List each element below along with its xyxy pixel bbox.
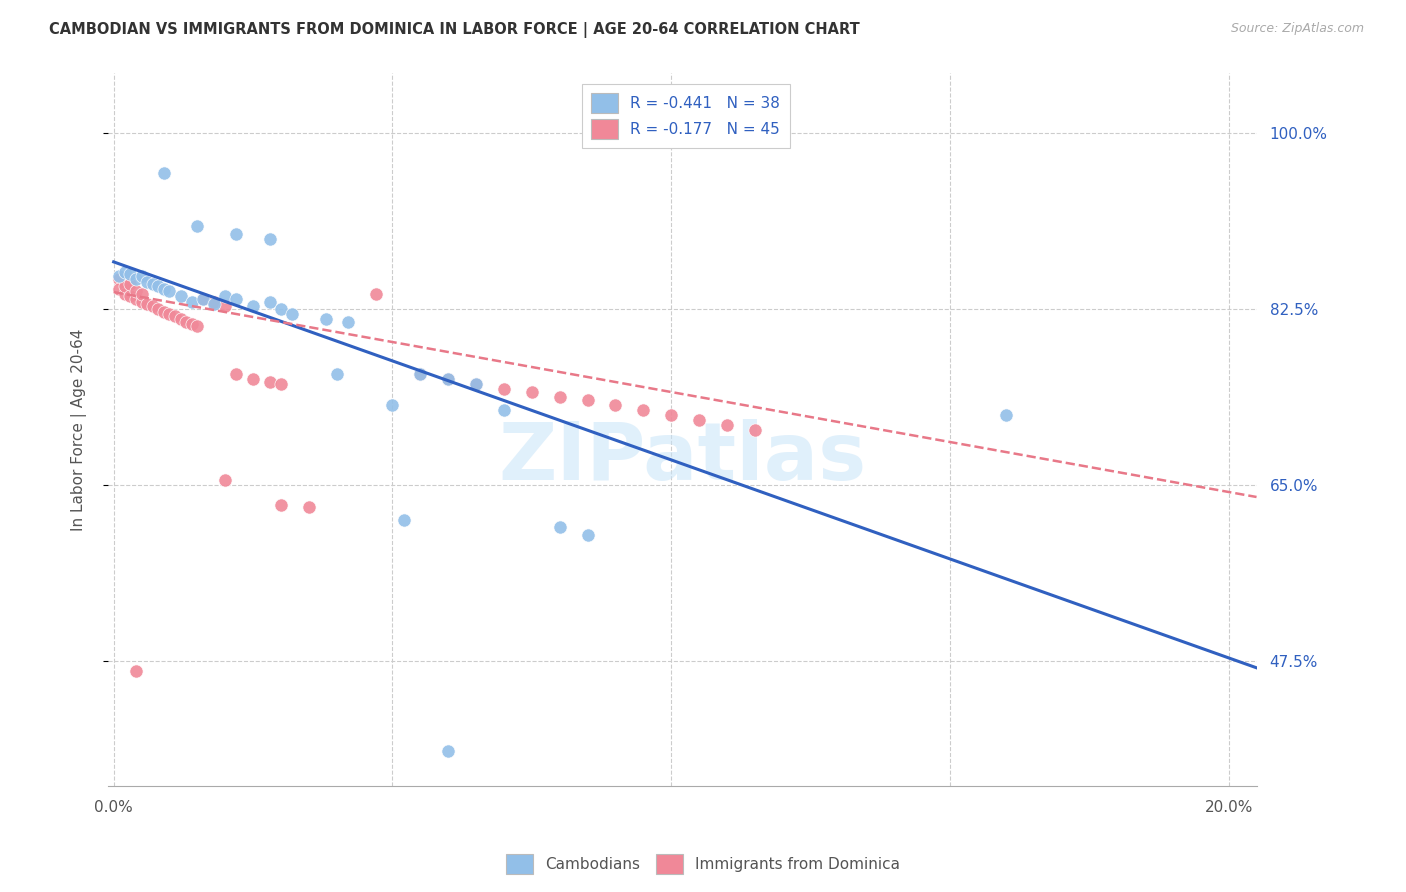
Point <box>163 309 186 323</box>
Point <box>108 268 131 283</box>
Point <box>364 287 387 301</box>
Point <box>225 227 247 241</box>
Point <box>131 287 153 301</box>
Point <box>120 277 142 291</box>
Point <box>214 299 236 313</box>
Point <box>180 295 202 310</box>
Point <box>148 279 170 293</box>
Point <box>281 307 304 321</box>
Point <box>298 500 321 514</box>
Legend: Cambodians, Immigrants from Dominica: Cambodians, Immigrants from Dominica <box>499 848 907 880</box>
Point <box>125 664 148 678</box>
Point <box>465 377 488 392</box>
Point <box>114 287 136 301</box>
Point <box>270 377 292 392</box>
Point <box>225 368 247 382</box>
Point <box>242 299 264 313</box>
Point <box>520 807 543 822</box>
Point <box>186 219 208 233</box>
Point <box>242 372 264 386</box>
Point <box>214 473 236 487</box>
Point <box>148 302 170 317</box>
Point <box>169 312 191 326</box>
Point <box>409 368 432 382</box>
Point <box>437 372 460 386</box>
Point <box>437 372 460 386</box>
Point <box>131 295 153 310</box>
Point <box>136 297 159 311</box>
Point <box>114 265 136 279</box>
Point <box>688 412 710 426</box>
Point <box>409 368 432 382</box>
Point <box>125 292 148 306</box>
Point <box>169 289 191 303</box>
Point <box>174 315 197 329</box>
Point <box>325 368 347 382</box>
Point <box>381 398 404 412</box>
Point <box>186 319 208 334</box>
Point <box>202 295 225 310</box>
Point <box>214 289 236 303</box>
Point <box>576 392 599 407</box>
Point <box>131 268 153 283</box>
Point <box>153 166 176 180</box>
Point <box>114 279 136 293</box>
Legend: R = -0.441   N = 38, R = -0.177   N = 45: R = -0.441 N = 38, R = -0.177 N = 45 <box>582 84 790 148</box>
Text: Source: ZipAtlas.com: Source: ZipAtlas.com <box>1230 22 1364 36</box>
Point <box>120 289 142 303</box>
Point <box>548 520 571 534</box>
Point <box>120 267 142 281</box>
Point <box>548 390 571 404</box>
Point <box>142 277 165 291</box>
Point <box>744 423 766 437</box>
Point <box>125 284 148 298</box>
Point <box>136 275 159 289</box>
Text: CAMBODIAN VS IMMIGRANTS FROM DOMINICA IN LABOR FORCE | AGE 20-64 CORRELATION CHA: CAMBODIAN VS IMMIGRANTS FROM DOMINICA IN… <box>49 22 860 38</box>
Point <box>270 498 292 512</box>
Point <box>659 408 682 422</box>
Point <box>576 528 599 542</box>
Point <box>465 377 488 392</box>
Point <box>259 232 281 246</box>
Point <box>633 402 655 417</box>
Point <box>191 292 214 306</box>
Text: ZIPatlas: ZIPatlas <box>498 419 866 497</box>
Point <box>259 376 281 390</box>
Point <box>191 292 214 306</box>
Point <box>225 292 247 306</box>
Point <box>492 383 515 397</box>
Point <box>605 398 627 412</box>
Point <box>392 513 415 527</box>
Point <box>315 312 337 326</box>
Point <box>520 385 543 400</box>
Point <box>157 307 180 321</box>
Y-axis label: In Labor Force | Age 20-64: In Labor Force | Age 20-64 <box>72 328 87 531</box>
Point <box>125 272 148 286</box>
Point <box>108 282 131 296</box>
Point <box>994 408 1017 422</box>
Point <box>336 315 359 329</box>
Point <box>142 299 165 313</box>
Point <box>180 317 202 331</box>
Point <box>270 302 292 317</box>
Point <box>716 417 738 432</box>
Point <box>492 402 515 417</box>
Point <box>157 284 180 298</box>
Point <box>202 297 225 311</box>
Point <box>437 744 460 758</box>
Point <box>153 305 176 319</box>
Point <box>259 295 281 310</box>
Point <box>153 282 176 296</box>
Point <box>108 272 131 286</box>
